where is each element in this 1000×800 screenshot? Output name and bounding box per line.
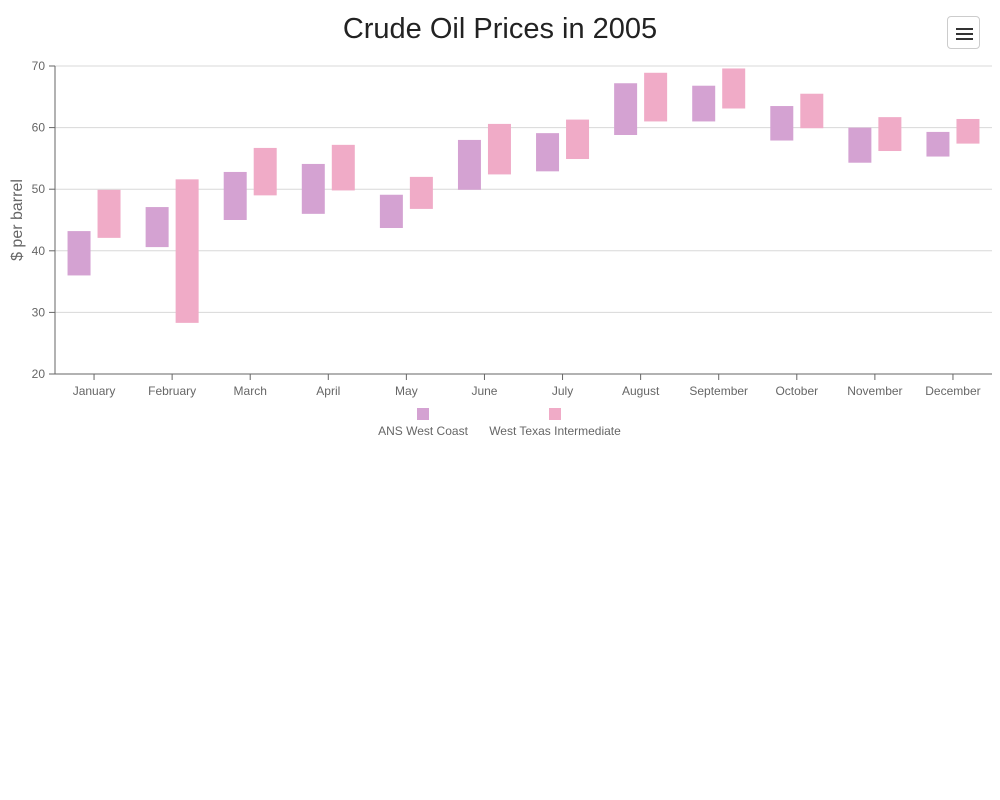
bar-wti-march[interactable] [253,147,277,196]
x-tick-label: June [471,384,497,398]
x-tick-label: January [73,384,116,398]
hamburger-menu-icon [956,28,973,30]
x-tick-label: May [395,384,418,398]
y-tick-label: 60 [32,121,46,135]
bar-ans-may[interactable] [379,194,403,229]
bar-wti-may[interactable] [409,176,433,209]
hamburger-menu-icon-bar-2 [956,33,973,35]
legend-label: ANS West Coast [378,424,468,438]
bars [67,68,980,323]
x-tick-label: December [925,384,980,398]
x-tick-label: March [234,384,267,398]
y-tick-label: 30 [32,305,46,319]
bar-ans-november[interactable] [848,127,872,163]
chart-title: Crude Oil Prices in 2005 [343,13,657,45]
y-tick-label: 50 [32,182,46,196]
bar-ans-june[interactable] [457,139,481,190]
x-tick-label: August [622,384,660,398]
bar-wti-november[interactable] [878,117,902,152]
legend-item-wti[interactable]: West Texas Intermediate [489,408,621,438]
bar-ans-april[interactable] [301,163,325,214]
legend[interactable]: ANS West Coast West Texas Intermediate [378,408,621,438]
bar-wti-january[interactable] [97,189,121,238]
bar-wti-july[interactable] [566,119,590,160]
bar-wti-september[interactable] [722,68,746,109]
x-tick-label: July [552,384,573,398]
legend-swatch [417,408,429,420]
x-tick-label: November [847,384,902,398]
hamburger-menu-icon-bar-3 [956,38,973,40]
bar-ans-january[interactable] [67,231,91,276]
bar-ans-august[interactable] [614,83,638,135]
bar-ans-october[interactable] [770,106,794,141]
x-tick-label: October [775,384,818,398]
y-tick-label: 70 [32,59,46,73]
bar-wti-april[interactable] [331,144,355,191]
gridlines [55,65,992,313]
axes: 20 30 40 50 60 70 January February March April May… [32,59,992,398]
bar-wti-june[interactable] [487,123,511,175]
bar-wti-october[interactable] [800,93,824,129]
chart-menu-button[interactable] [947,16,980,49]
bar-wti-december[interactable] [956,118,980,144]
y-tick-label: 20 [32,367,46,381]
legend-item-ans[interactable]: ANS West Coast [378,408,469,438]
bar-ans-march[interactable] [223,171,247,220]
x-tick-label: September [689,384,748,398]
bar-ans-february[interactable] [145,207,169,248]
legend-swatch [549,408,561,420]
bar-ans-september[interactable] [692,85,716,122]
bar-ans-july[interactable] [536,133,560,172]
x-tick-label: February [148,384,196,398]
x-tick-label: April [316,384,340,398]
bar-wti-august[interactable] [644,72,668,122]
y-axis-title: $ per barrel [9,179,26,261]
bar-wti-february[interactable] [175,179,199,323]
bar-ans-december[interactable] [926,131,950,157]
legend-label: West Texas Intermediate [489,424,621,438]
y-tick-label: 40 [32,244,46,258]
